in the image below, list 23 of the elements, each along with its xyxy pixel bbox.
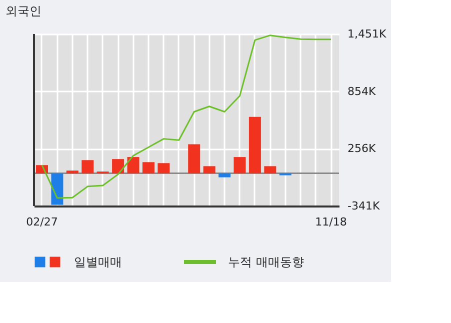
x-tick-label: 11/18: [315, 216, 347, 228]
legend-label: 일별매매: [74, 255, 122, 269]
legend-label: 누적 매매동향: [228, 255, 304, 269]
x-tick-label: 02/27: [26, 216, 58, 228]
bar: [127, 157, 140, 174]
bar: [82, 160, 94, 174]
y-tick-label: 1,451K: [348, 28, 387, 40]
bar: [248, 116, 261, 174]
y-tick-label: -341K: [348, 200, 380, 212]
bar: [203, 166, 216, 174]
bar: [158, 163, 170, 174]
y-tick-label: 854K: [348, 84, 376, 98]
bar: [112, 159, 124, 174]
bar: [218, 173, 231, 178]
bar: [234, 157, 246, 174]
bar: [264, 166, 276, 174]
bar: [188, 144, 200, 174]
chart-title: 외국인: [6, 4, 42, 18]
y-tick-label: 256K: [348, 142, 376, 156]
bar: [51, 173, 64, 205]
bar: [66, 170, 78, 174]
line-series: [41, 34, 332, 199]
bar: [142, 162, 154, 174]
